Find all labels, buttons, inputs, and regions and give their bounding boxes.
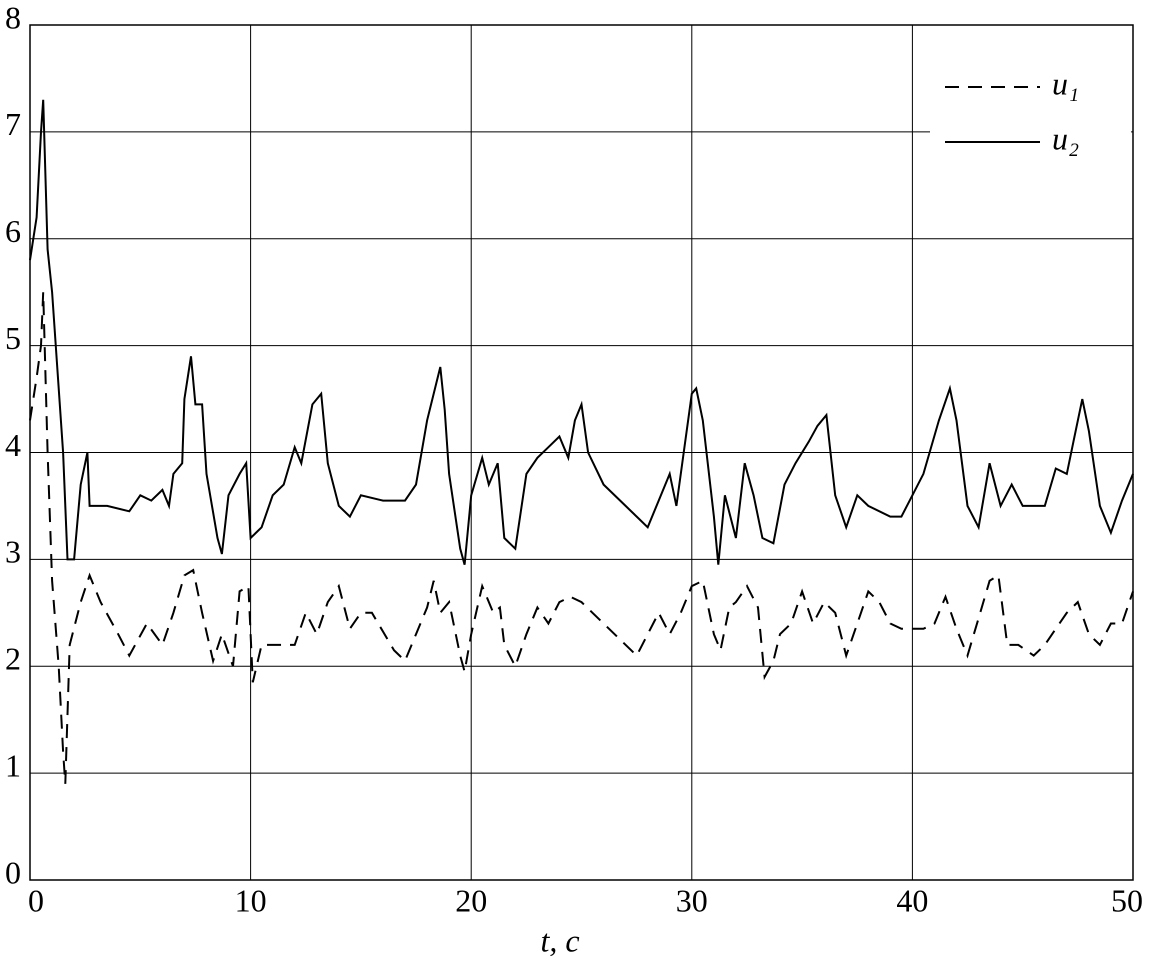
y-tick-label: 4 bbox=[5, 427, 21, 463]
x-tick-label: 10 bbox=[235, 882, 267, 918]
plot-frame bbox=[29, 24, 1134, 881]
x-tick-label: 50 bbox=[1111, 882, 1143, 918]
x-tick-label: 40 bbox=[896, 882, 928, 918]
x-axis-label: t, c bbox=[540, 922, 579, 958]
y-tick-label: 5 bbox=[5, 320, 21, 356]
x-tick-label: 0 bbox=[28, 882, 44, 918]
legend-label: u₁ bbox=[1052, 65, 1079, 101]
legend-box bbox=[930, 60, 1131, 170]
y-tick-label: 0 bbox=[5, 854, 21, 890]
legend-label: u₂ bbox=[1052, 120, 1079, 156]
series-line bbox=[29, 99, 1134, 565]
y-tick-label: 1 bbox=[5, 747, 21, 783]
y-tick-label: 3 bbox=[5, 534, 21, 570]
x-tick-label: 30 bbox=[676, 882, 708, 918]
y-tick-label: 2 bbox=[5, 641, 21, 677]
x-tick-label: 20 bbox=[455, 882, 487, 918]
y-tick-label: 8 bbox=[5, 0, 21, 35]
y-tick-label: 6 bbox=[5, 213, 21, 249]
series-line bbox=[29, 292, 1134, 784]
y-tick-label: 7 bbox=[5, 106, 21, 142]
